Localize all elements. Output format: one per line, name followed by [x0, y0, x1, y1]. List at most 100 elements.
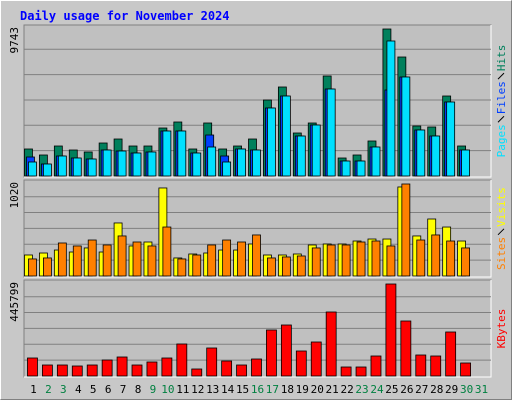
x-tick-label: 6	[105, 383, 112, 396]
bar	[445, 331, 457, 377]
bar	[341, 160, 351, 177]
bar	[400, 320, 412, 377]
bar	[87, 158, 97, 177]
x-tick-label: 22	[340, 383, 353, 396]
bar	[27, 357, 38, 377]
bar	[446, 101, 456, 177]
y-tick-label: 1020	[8, 182, 21, 209]
bar	[252, 234, 261, 277]
x-tick-label: 27	[415, 383, 428, 396]
x-tick-label: 13	[206, 383, 219, 396]
legend-label: Hits	[495, 45, 508, 72]
bar	[386, 245, 396, 277]
bar	[192, 254, 202, 277]
bar	[43, 163, 52, 177]
x-tick-label: 23	[355, 383, 368, 396]
bar	[326, 88, 336, 177]
x-tick-label: 29	[445, 383, 458, 396]
bar	[355, 366, 367, 377]
bar	[311, 124, 321, 177]
legend-label: Pages	[495, 124, 508, 157]
bar	[177, 130, 187, 177]
bar	[236, 364, 247, 377]
bar	[177, 258, 187, 277]
x-tick-label: 12	[191, 383, 204, 396]
x-tick-label: 18	[281, 383, 294, 396]
y-tick-label: 9743	[8, 27, 21, 54]
panel-bevel	[24, 25, 492, 178]
x-tick-label: 26	[400, 383, 413, 396]
x-tick-label: 2	[45, 383, 52, 396]
bar	[281, 95, 291, 177]
x-tick-label: 16	[251, 383, 264, 396]
x-tick-label: 9	[150, 383, 157, 396]
bar	[237, 241, 246, 277]
x-tick-label: 20	[311, 383, 324, 396]
bar	[325, 311, 337, 377]
bar	[251, 358, 262, 377]
bar	[161, 357, 173, 377]
x-tick-label: 8	[135, 383, 142, 396]
bar	[132, 241, 142, 277]
bar	[266, 329, 277, 377]
bar	[237, 148, 246, 177]
bar	[146, 361, 158, 377]
bar	[147, 245, 157, 277]
legend-label: Visits	[495, 187, 508, 227]
bar	[310, 341, 322, 377]
bar	[42, 364, 53, 377]
bar	[415, 354, 427, 377]
legend-label: Files	[495, 81, 508, 114]
bar	[28, 258, 37, 277]
x-tick-label: 3	[60, 383, 67, 396]
bar	[356, 241, 366, 277]
bar	[296, 255, 306, 277]
x-tick-label: 14	[221, 383, 235, 396]
bar	[222, 239, 232, 277]
bar	[356, 160, 366, 177]
x-tick-label: 10	[161, 383, 174, 396]
x-tick-label: 21	[326, 383, 339, 396]
bar	[117, 235, 127, 277]
legend-separator	[497, 72, 505, 80]
bar	[386, 40, 396, 177]
x-tick-label: 24	[370, 383, 384, 396]
bar	[341, 244, 351, 277]
bar	[460, 362, 471, 377]
bar	[416, 239, 426, 277]
bar	[131, 364, 143, 377]
bar	[191, 368, 203, 377]
x-tick-label: 19	[296, 383, 309, 396]
bar	[86, 364, 98, 377]
bar	[461, 247, 470, 277]
x-tick-label: 7	[120, 383, 127, 396]
legend-label: KBytes	[495, 309, 508, 349]
bar	[267, 257, 276, 277]
bar	[207, 146, 217, 177]
x-tick-label: 5	[90, 383, 97, 396]
bar	[206, 347, 218, 377]
bar	[401, 76, 411, 177]
bar	[252, 149, 261, 177]
bar	[162, 226, 172, 277]
bar	[176, 343, 188, 377]
bar	[267, 107, 276, 177]
x-tick-label: 15	[236, 383, 249, 396]
bar	[192, 152, 202, 177]
x-tick-label: 25	[385, 383, 398, 396]
bar	[117, 150, 127, 177]
bar	[371, 240, 381, 277]
bar	[295, 350, 307, 377]
bar	[132, 152, 142, 177]
legend-separator	[497, 115, 505, 123]
bar	[116, 356, 128, 377]
bar	[72, 157, 82, 177]
bar	[461, 149, 470, 177]
y-tick-label: 445799	[8, 282, 21, 322]
bar	[431, 135, 441, 177]
bar	[401, 183, 411, 277]
x-tick-label: 1	[30, 383, 37, 396]
bar	[207, 244, 217, 277]
